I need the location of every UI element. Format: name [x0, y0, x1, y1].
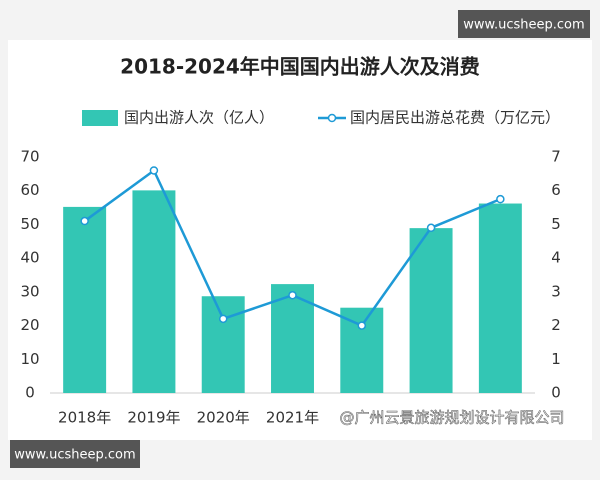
x-tick-label: 2018年 [58, 409, 111, 427]
bar [63, 206, 107, 393]
y2-tick-label: 5 [551, 215, 561, 233]
legend-label: 国内出游人次（亿人） [124, 109, 274, 127]
legend-swatch [82, 110, 118, 126]
y-tick-label: 10 [20, 350, 39, 368]
line-marker [218, 314, 228, 324]
y2-tick-label: 0 [551, 384, 561, 402]
bar [132, 190, 176, 393]
watermark: www.ucsheep.com [14, 448, 135, 463]
watermark-box [458, 10, 590, 38]
y-tick-label: 0 [25, 384, 35, 402]
y-tick-label: 70 [20, 148, 39, 166]
line-marker [80, 216, 89, 226]
x-tick-label: 2021年 [266, 409, 319, 427]
y2-tick-label: 7 [551, 148, 561, 166]
line-marker [149, 166, 159, 175]
legend-swatch [327, 113, 337, 123]
watermark: www.ucsheep.com [463, 18, 584, 33]
y-tick-label: 20 [20, 316, 39, 334]
x-tick-label: 2020年 [197, 409, 250, 427]
x-tick-label: 2019年 [127, 409, 180, 427]
y-tick-label: 50 [20, 215, 39, 233]
bar [478, 203, 522, 393]
y-tick-label: 40 [20, 249, 39, 267]
y2-tick-label: 2 [551, 316, 561, 334]
y2-tick-label: 1 [551, 350, 561, 368]
bar [340, 307, 384, 393]
line-marker [357, 321, 367, 330]
y-tick-label: 60 [20, 181, 39, 199]
y2-tick-label: 6 [551, 181, 561, 199]
line-marker [426, 223, 436, 233]
watermark: @广州云景旅游规划设计有限公司 [339, 409, 564, 427]
chart-title: 2018-2024年中国国内出游人次及消费 [120, 55, 480, 79]
y2-tick-label: 4 [551, 249, 561, 267]
legend-label: 国内居民出游总花费（万亿元） [350, 109, 560, 127]
watermark-box [10, 440, 140, 468]
bar [201, 296, 245, 393]
y2-tick-label: 3 [551, 282, 561, 300]
y-tick-label: 30 [20, 282, 39, 300]
line-marker [496, 194, 505, 204]
line-marker [288, 290, 297, 300]
bar [409, 228, 453, 393]
